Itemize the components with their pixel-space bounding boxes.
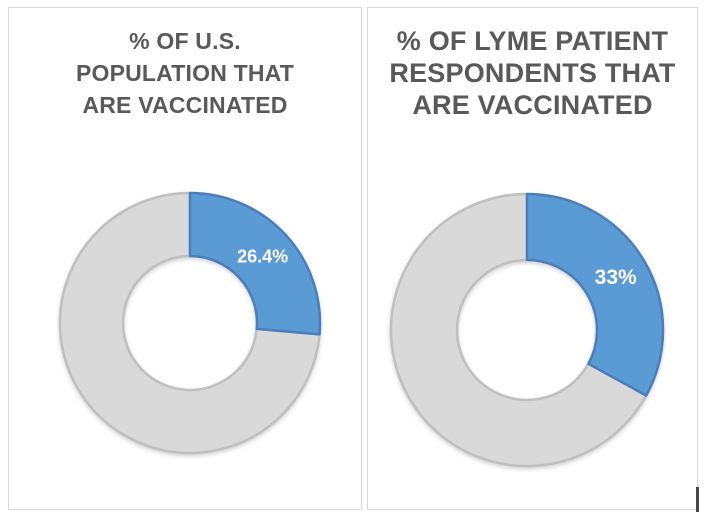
- title-line: POPULATION THAT: [75, 60, 295, 86]
- dark-edge-artifact: [696, 487, 699, 512]
- chart-card-us-population[interactable]: % OF U.S. POPULATION THAT ARE VACCINATED…: [8, 7, 362, 510]
- donut-chart-us-population: 26.4%: [58, 191, 322, 455]
- chart-title: % OF U.S. POPULATION THAT ARE VACCINATED: [9, 8, 361, 121]
- donut-slice-vaccinated: [525, 192, 665, 397]
- donut-chart-lyme-respondents: 33%: [389, 192, 665, 468]
- donut-slice-vaccinated: [188, 191, 322, 336]
- donut-data-label: 33%: [595, 266, 637, 289]
- title-line: ARE VACCINATED: [412, 90, 653, 120]
- donut-data-label: 26.4%: [237, 247, 288, 267]
- title-line: % OF U.S.: [129, 28, 241, 54]
- donut-slice-remainder: [58, 191, 321, 455]
- title-line: ARE VACCINATED: [82, 92, 288, 118]
- chart-title: % OF LYME PATIENT RESPONDENTS THAT ARE V…: [368, 8, 697, 121]
- title-line: % OF LYME PATIENT: [396, 26, 669, 56]
- chart-card-lyme-respondents[interactable]: % OF LYME PATIENT RESPONDENTS THAT ARE V…: [367, 7, 698, 510]
- title-line: RESPONDENTS THAT: [389, 58, 676, 88]
- donut-slice-remainder: [389, 192, 648, 468]
